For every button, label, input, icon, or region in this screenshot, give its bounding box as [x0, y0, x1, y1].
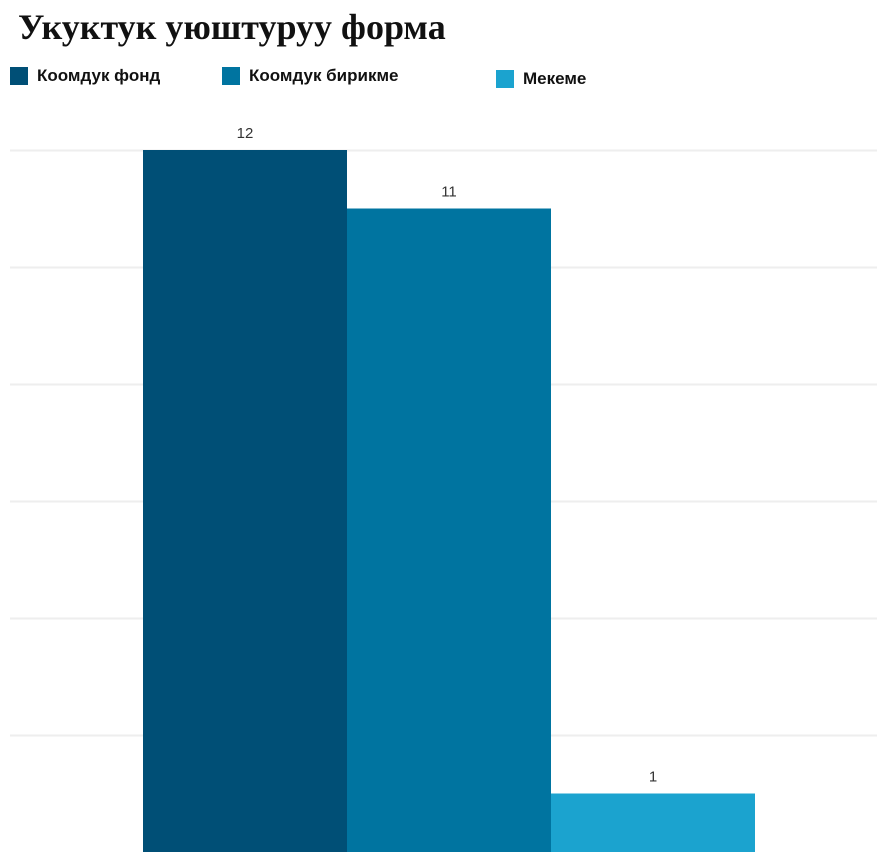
bar-2 — [347, 208, 551, 852]
legend-label: Коомдук фонд — [37, 66, 161, 85]
legend-item-koomduk-fond: Коомдук фонд — [10, 66, 160, 86]
value-label-1: 12 — [237, 125, 254, 142]
legend-swatch — [222, 67, 240, 85]
chart-title: Укуктук уюштуруу форма — [18, 7, 446, 47]
legend-label: Мекеме — [523, 69, 587, 88]
bar-3 — [551, 793, 755, 852]
legend-label: Коомдук бирикме — [249, 66, 399, 85]
value-label-3: 1 — [649, 769, 657, 786]
value-label-2: 11 — [441, 184, 457, 201]
legend-item-mekeme: Мекеме — [496, 69, 586, 89]
chart-legend: Коомдук фонд Коомдук бирикме Мекеме — [0, 0, 877, 100]
legend-item-koomduk-birikme: Коомдук бирикме — [222, 66, 399, 86]
legend-swatch — [10, 67, 28, 85]
bars — [143, 150, 755, 852]
legend-swatch — [496, 70, 514, 88]
bar-1 — [143, 150, 347, 852]
